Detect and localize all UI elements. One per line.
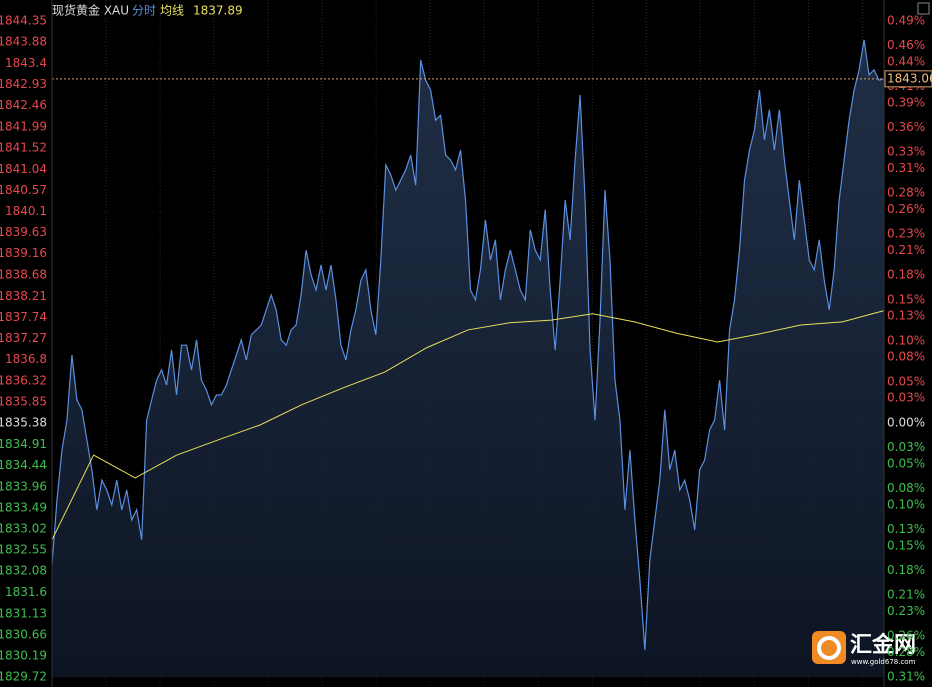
y2-tick-label: 0.10% — [887, 333, 925, 347]
y-tick-label: 1830.66 — [0, 627, 47, 641]
current-price-box — [884, 70, 932, 88]
y2-tick-label: 0.23% — [887, 604, 925, 618]
y-tick-label: 1843.4 — [5, 56, 47, 70]
y2-tick-label: 0.08% — [887, 350, 925, 364]
y-tick-label: 1836.32 — [0, 374, 47, 388]
y-tick-label: 1833.49 — [0, 500, 47, 514]
y-tick-label: 1842.46 — [0, 98, 47, 112]
y-tick-label: 1833.02 — [0, 522, 47, 536]
y2-tick-label: 0.44% — [887, 55, 925, 69]
y-tick-label: 1844.35 — [0, 14, 47, 28]
y-tick-label: 1832.08 — [0, 564, 47, 578]
y2-tick-label: 0.26% — [887, 629, 925, 643]
price-area — [52, 39, 884, 677]
y2-tick-label: 0.00% — [887, 415, 925, 429]
y2-tick-label: 0.23% — [887, 227, 925, 241]
y-tick-label: 1838.21 — [0, 289, 47, 303]
y2-tick-label: 0.03% — [887, 391, 925, 405]
watermark-logo-mark — [817, 636, 841, 660]
y-tick-label: 1841.52 — [0, 140, 47, 154]
y2-tick-label: 0.28% — [887, 645, 925, 659]
y-tick-label: 1834.91 — [0, 437, 47, 451]
price-line — [51, 39, 885, 651]
y-tick-label: 1843.88 — [0, 35, 47, 49]
y2-tick-label: 0.28% — [887, 186, 925, 200]
y2-tick-label: 0.08% — [887, 481, 925, 495]
y2-tick-label: 0.15% — [887, 538, 925, 552]
y-tick-label: 1839.63 — [0, 225, 47, 239]
y2-tick-label: 0.31% — [887, 161, 925, 175]
watermark-url: www.gold678.com — [851, 658, 916, 666]
legend-entry: 分时 — [132, 4, 156, 18]
y2-tick-label: 0.13% — [887, 522, 925, 536]
y2-tick-label: 0.13% — [887, 309, 925, 323]
y-tick-label: 1841.04 — [0, 162, 47, 176]
y2-tick-label: 0.26% — [887, 202, 925, 216]
y-tick-label: 1832.55 — [0, 543, 47, 557]
y-tick-label: 1833.96 — [0, 479, 47, 493]
window-icon[interactable] — [917, 2, 930, 15]
y2-tick-label: 0.33% — [887, 145, 925, 159]
y2-tick-label: 0.15% — [887, 292, 925, 306]
y2-tick-label: 0.03% — [887, 440, 925, 454]
watermark-name: 汇金网 — [850, 632, 916, 658]
y-tick-label: 1837.27 — [0, 331, 47, 345]
y-tick-label: 1836.8 — [5, 352, 47, 366]
legend-entry: 均线 — [160, 4, 184, 18]
average-value: 1837.89 — [193, 4, 243, 18]
plot — [51, 39, 885, 677]
y-tick-label: 1837.74 — [0, 310, 47, 324]
y-tick-label: 1831.6 — [5, 585, 47, 599]
y-tick-label: 1835.38 — [0, 416, 47, 430]
y2-tick-label: 0.10% — [887, 497, 925, 511]
y2-tick-label: 0.18% — [887, 563, 925, 577]
y-tick-label: 1838.68 — [0, 268, 47, 282]
y2-tick-label: 0.21% — [887, 588, 925, 602]
y-tick-label: 1835.85 — [0, 395, 47, 409]
watermark: 汇金网 www.gold678.com — [812, 631, 916, 666]
y-tick-label: 1839.16 — [0, 246, 47, 260]
y-tick-label: 1840.1 — [5, 204, 47, 218]
y2-tick-label: 0.05% — [887, 374, 925, 388]
y2-tick-label: 0.39% — [887, 96, 925, 110]
y2-tick-label: 0.21% — [887, 243, 925, 257]
chart-title: 现货黄金 XAU — [52, 3, 129, 18]
y-tick-label: 1829.72 — [0, 670, 47, 684]
y-tick-label: 1834.44 — [0, 458, 47, 472]
y2-tick-label: 0.36% — [887, 120, 925, 134]
y2-tick-label: 0.31% — [887, 670, 925, 684]
y2-tick-label: 0.18% — [887, 268, 925, 282]
y2-tick-label: 0.46% — [887, 38, 925, 52]
average-line — [51, 310, 885, 541]
y-tick-label: 1830.19 — [0, 648, 47, 662]
y2-tick-label: 0.05% — [887, 456, 925, 470]
y2-tick-label: 0.49% — [887, 14, 925, 28]
y-tick-label: 1842.93 — [0, 77, 47, 91]
y-tick-label: 1841.99 — [0, 119, 47, 133]
current-price-label: 1843.06 — [887, 71, 932, 85]
y-tick-label: 1831.13 — [0, 606, 47, 620]
y-tick-label: 1840.57 — [0, 183, 47, 197]
